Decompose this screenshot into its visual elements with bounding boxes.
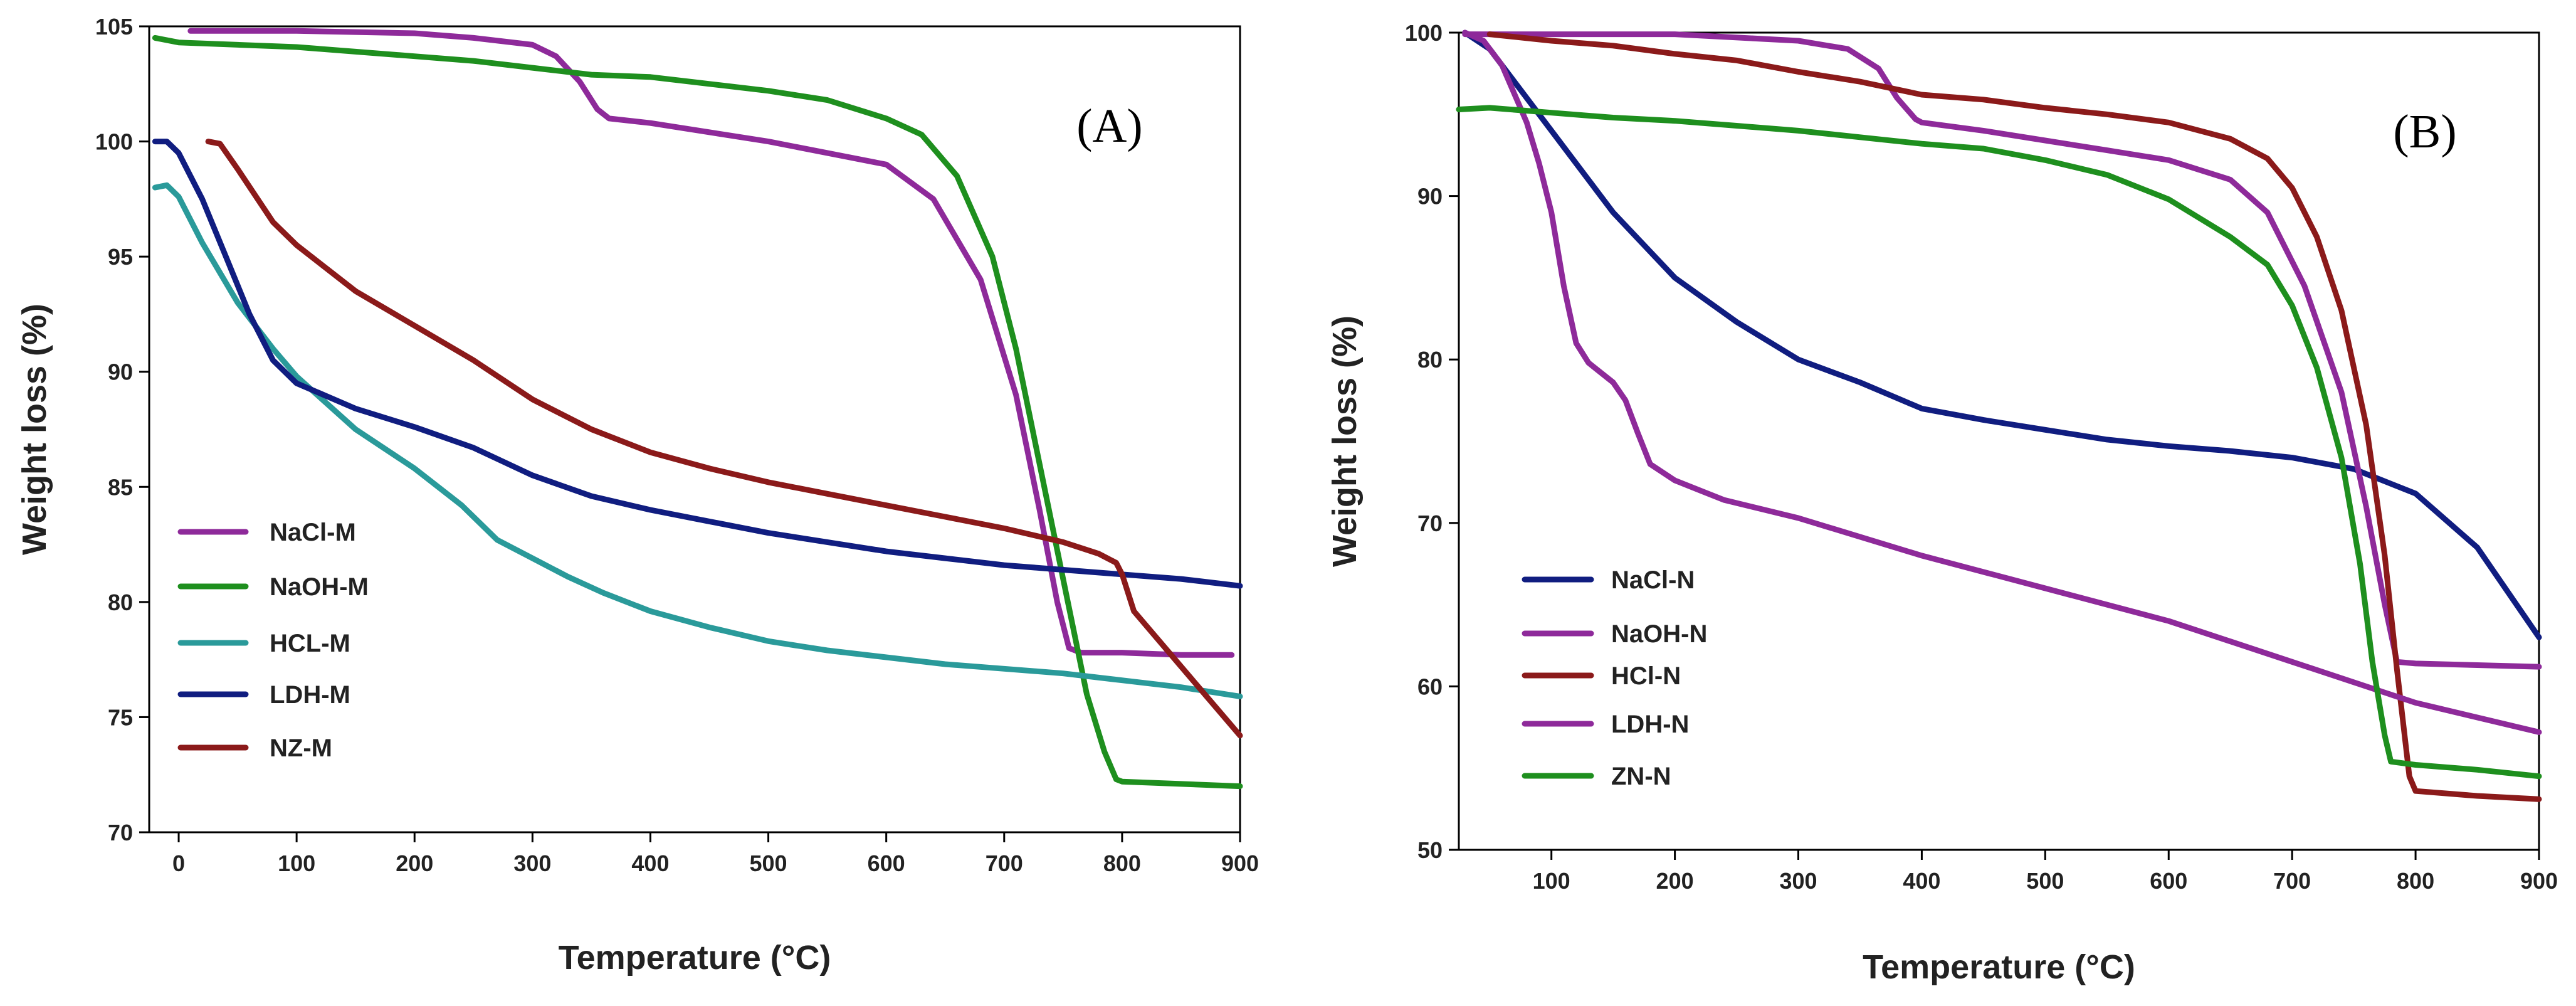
legend-label: LDH-M	[270, 681, 350, 709]
legend-label: NaOH-N	[1611, 620, 1707, 648]
x-tick-label: 100	[278, 850, 315, 876]
x-tick-label: 500	[750, 850, 787, 876]
y-axis-title: Weight loss (%)	[16, 304, 53, 555]
y-tick-label: 105	[95, 14, 133, 40]
panel-label: (A)	[1076, 100, 1143, 152]
y-tick-label: 75	[108, 704, 133, 730]
x-tick-label: 100	[1533, 868, 1570, 894]
chart-panel-b: 100 200 300 400 500 600 700 800 900 50 60 70 80 90 100…	[1326, 20, 2558, 986]
x-tick-label: 400	[1903, 868, 1940, 894]
x-axis-title: Temperature (°C)	[559, 939, 831, 977]
y-tick-label: 100	[1405, 20, 1443, 46]
legend-label: ZN-N	[1611, 763, 1671, 790]
x-tick-label: 900	[2520, 868, 2558, 894]
y-tick-label: 70	[1417, 511, 1443, 536]
x-tick-label: 800	[1103, 850, 1141, 876]
series-line-ldh-n	[1462, 29, 2542, 735]
x-axis-title: Temperature (°C)	[1863, 948, 2135, 986]
y-tick-label: 90	[108, 359, 133, 385]
legend-label: NaCl-M	[270, 519, 356, 546]
plot-frame	[148, 25, 1241, 834]
legend-label: NaCl-N	[1611, 566, 1695, 594]
series-line-ldh-m	[152, 139, 1243, 589]
plot-frame	[1458, 31, 2540, 851]
x-tick-label: 600	[868, 850, 905, 876]
y-tick-label: 90	[1417, 184, 1443, 209]
y-tick-label: 70	[108, 820, 133, 845]
y-tick-label: 85	[108, 474, 133, 500]
y-tick-label: 80	[1417, 347, 1443, 373]
series-line-naoh-m	[152, 34, 1243, 790]
x-tick-label: 300	[1779, 868, 1817, 894]
x-tick-label: 0	[172, 850, 185, 876]
panel-label: (B)	[2393, 105, 2456, 158]
x-tick-label: 700	[2273, 868, 2311, 894]
series-line-hcl-n	[1486, 31, 2542, 802]
legend: NaCl-N NaOH-N HCl-N LDH-N ZN-N	[1522, 566, 1707, 790]
x-tick-label: 900	[1221, 850, 1259, 876]
x-tick-label: 200	[1656, 868, 1694, 894]
y-axis-title: Weight loss (%)	[1326, 315, 1364, 567]
legend: NaCl-M NaOH-M HCL-M LDH-M NZ-M	[177, 519, 369, 762]
y-tick-label: 50	[1417, 837, 1443, 863]
legend-label: HCl-N	[1611, 662, 1681, 690]
legend-label: NZ-M	[270, 734, 332, 762]
x-tick-label: 300	[513, 850, 551, 876]
legend-label: LDH-N	[1611, 711, 1689, 738]
series-line-nz-m	[205, 139, 1243, 739]
x-tick-label: 800	[2397, 868, 2434, 894]
x-tick-label: 500	[2026, 868, 2064, 894]
series-line-naoh-n	[1462, 31, 2542, 670]
chart-panel-a: 0 100 200 300 400 500 600 700 800 900 70 75 80 85 90 95…	[16, 14, 1259, 977]
series-line-hcl-m	[152, 182, 1243, 699]
x-tick-label: 700	[986, 850, 1023, 876]
x-tick-label: 600	[2150, 868, 2187, 894]
x-tick-label: 400	[631, 850, 669, 876]
y-tick-label: 100	[95, 129, 133, 155]
legend-label: HCL-M	[270, 630, 350, 657]
series-line-zn-n	[1456, 105, 2542, 780]
x-tick-label: 200	[396, 850, 433, 876]
y-tick-label: 95	[108, 244, 133, 270]
y-tick-label: 60	[1417, 674, 1443, 699]
y-tick-label: 80	[108, 590, 133, 615]
legend-label: NaOH-M	[270, 573, 369, 601]
